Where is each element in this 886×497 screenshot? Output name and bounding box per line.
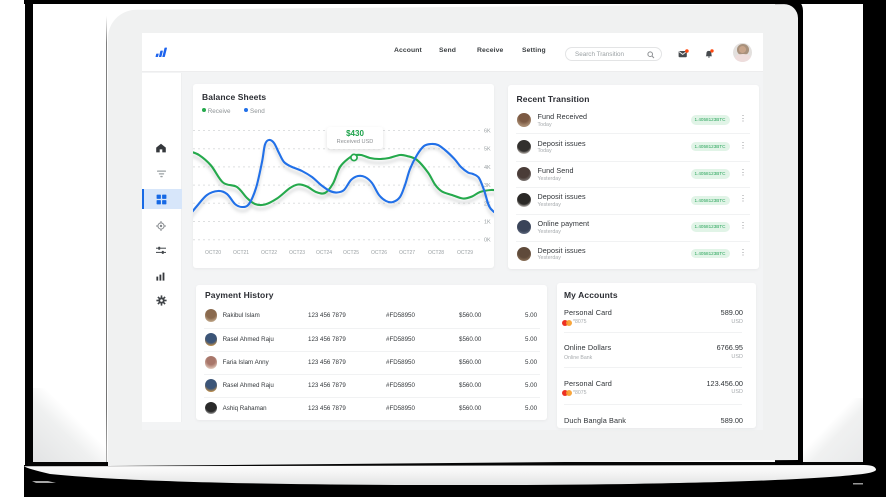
svg-text:OCT28: OCT28	[428, 250, 444, 256]
svg-text:OCT24: OCT24	[316, 250, 332, 256]
svg-text:OCT25: OCT25	[343, 250, 359, 256]
svg-text:OCT21: OCT21	[233, 250, 249, 256]
svg-text:1K: 1K	[484, 220, 491, 226]
svg-text:5K: 5K	[484, 147, 491, 153]
svg-text:6K: 6K	[484, 129, 491, 135]
svg-text:4K: 4K	[484, 165, 491, 171]
svg-text:OCT29: OCT29	[457, 250, 473, 256]
svg-text:0K: 0K	[484, 238, 491, 244]
svg-text:OCT20: OCT20	[205, 250, 221, 256]
svg-text:3K: 3K	[484, 183, 491, 189]
svg-text:OCT27: OCT27	[399, 250, 415, 256]
svg-text:OCT23: OCT23	[289, 250, 305, 256]
svg-text:OCT22: OCT22	[261, 250, 277, 256]
svg-text:OCT26: OCT26	[371, 250, 387, 256]
